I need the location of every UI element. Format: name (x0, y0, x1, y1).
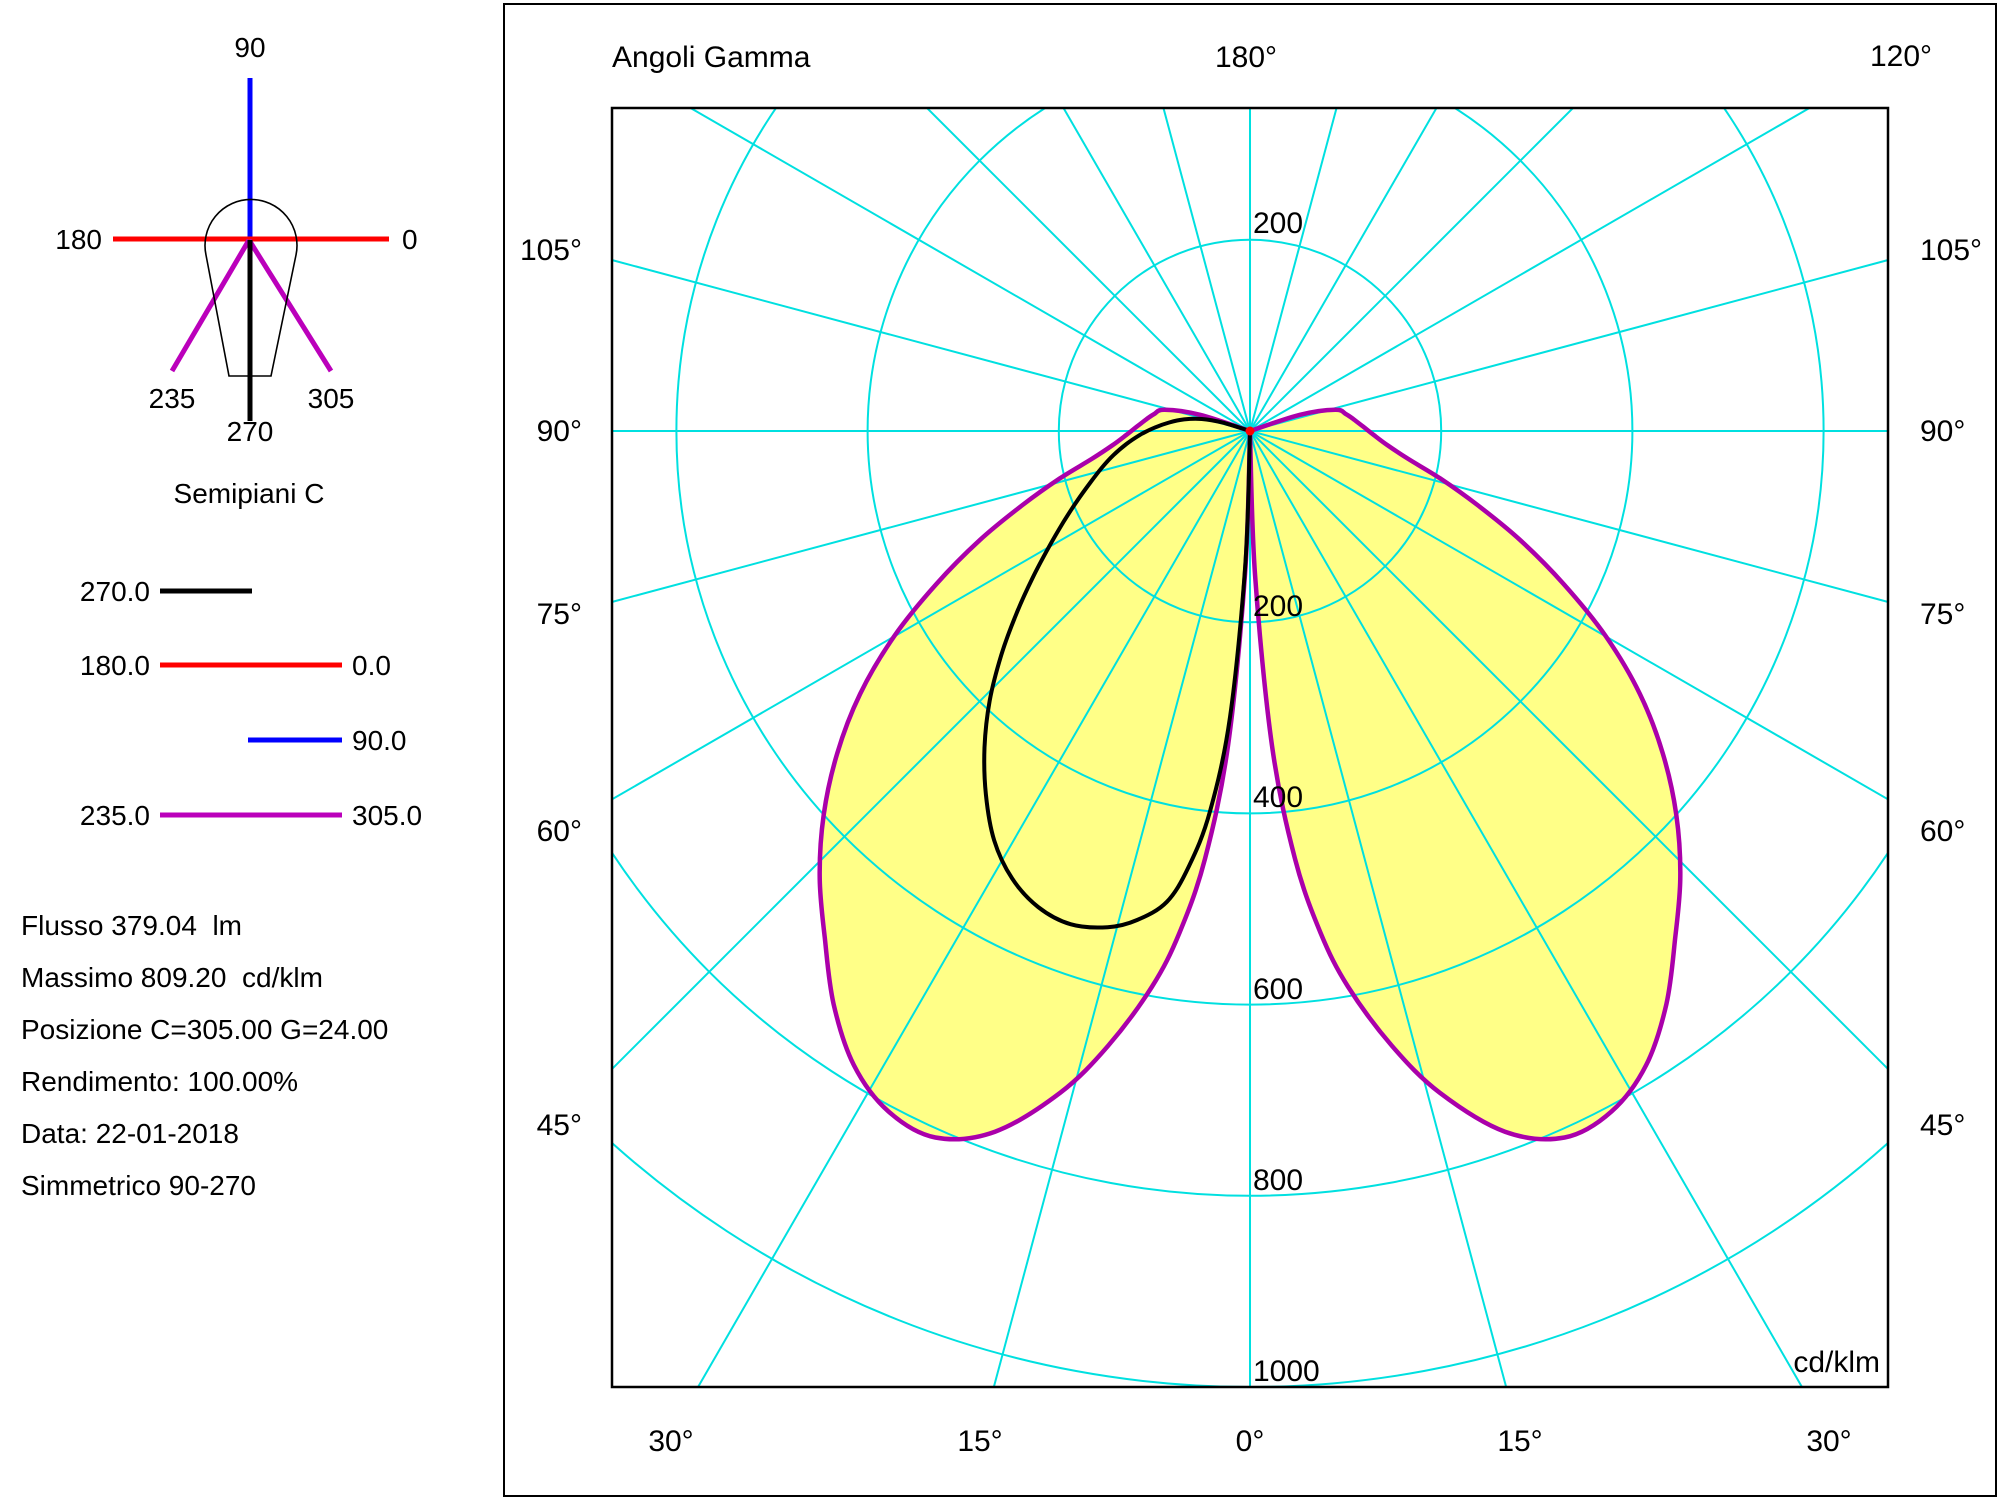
lobe-fill-right (1250, 409, 1681, 1140)
semipiani-diagram: 90 180 0 235 305 270 Semipiani C (55, 32, 417, 509)
lamp-bulb-icon (204, 198, 298, 377)
gamma-radial-line-45 (1249, 430, 1887, 1070)
axis-label-235: 235 (149, 383, 196, 414)
axis-label-0: 0 (402, 224, 418, 255)
gamma-radial-line-300 (613, 430, 1251, 800)
gamma-radial-line-60 (1249, 430, 1887, 800)
gamma-tick-right-75: 75° (1920, 598, 1965, 631)
info-simmetrico: Simmetrico 90-270 (21, 1170, 256, 1201)
gamma-radial-line-30 (1249, 430, 1803, 1386)
gamma-radial-line-285 (613, 430, 1251, 603)
gamma-tick-left-90: 90° (537, 415, 582, 448)
gamma-tick-bottom-15R: 15° (1497, 1425, 1542, 1458)
ring-label-600: 600 (1253, 973, 1303, 1006)
gamma-tick-left-75: 75° (537, 598, 582, 631)
plane-legend: 270.0 180.0 0.0 90.0 235.0 305.0 (80, 576, 422, 831)
gamma-radial-line-330 (697, 430, 1251, 1386)
curve-c305 (1247, 407, 1683, 1142)
gamma-radial-line-240 (690, 109, 1251, 432)
axis-label-180: 180 (55, 224, 102, 255)
gamma-radial-line-150 (1249, 109, 1438, 432)
info-posizione: Posizione C=305.00 G=24.00 (21, 1014, 388, 1045)
ring-label-800: 800 (1253, 1164, 1303, 1197)
gamma-tick-left-60: 60° (537, 815, 582, 848)
gamma-tick-right-45: 45° (1920, 1109, 1965, 1142)
gamma-tick-left-105: 105° (520, 234, 582, 267)
axis-label-90: 90 (234, 32, 265, 63)
gamma-tick-bottom-30L: 30° (648, 1425, 693, 1458)
lobe-fill-left (819, 409, 1250, 1140)
gamma-radial-line-75 (1249, 430, 1887, 603)
info-data: Data: 22-01-2018 (21, 1118, 239, 1149)
curve-c235 (817, 407, 1253, 1142)
c235-axis-line (169, 238, 252, 373)
gamma-radial-line-315 (613, 430, 1251, 1070)
gamma-tick-right-105: 105° (1920, 234, 1982, 267)
c305-axis-line (246, 238, 334, 373)
diagram-caption: Semipiani C (174, 478, 325, 509)
info-flusso: Flusso 379.04 lm (21, 910, 242, 941)
gamma-radial-line-135 (1249, 109, 1574, 432)
gamma-tick-top-120: 120° (1870, 40, 1932, 73)
gamma-tick-bottom-15L: 15° (957, 1425, 1002, 1458)
ring-label-1000: 1000 (1253, 1355, 1320, 1388)
legend-label: 305.0 (352, 800, 422, 831)
gamma-tick-top-180: 180° (1215, 41, 1277, 74)
photometric-info-block: Flusso 379.04 lm Massimo 809.20 cd/klm P… (21, 910, 388, 1201)
ring-label-200-upper: 200 (1253, 207, 1303, 240)
legend-label: 235.0 (80, 800, 150, 831)
chart-title: Angoli Gamma (612, 41, 811, 74)
gamma-radial-line-255 (613, 259, 1251, 432)
gamma-radial-line-15 (1249, 430, 1507, 1386)
axis-label-270: 270 (227, 416, 274, 447)
gamma-radial-line-120 (1249, 109, 1810, 432)
info-rendimento: Rendimento: 100.00% (21, 1066, 298, 1097)
axis-label-305: 305 (308, 383, 355, 414)
curve-c270 (982, 416, 1252, 930)
gamma-tick-right-60: 60° (1920, 815, 1965, 848)
panel-border (503, 3, 1997, 1497)
legend-label: 180.0 (80, 650, 150, 681)
legend-label: 0.0 (352, 650, 391, 681)
gamma-tick-left-45: 45° (537, 1109, 582, 1142)
unit-label: cd/klm (1793, 1346, 1880, 1379)
gamma-radial-line-225 (926, 109, 1251, 432)
gamma-radial-line-165 (1249, 109, 1338, 432)
gamma-tick-bottom-30R: 30° (1806, 1425, 1851, 1458)
gamma-radial-line-105 (1249, 259, 1887, 432)
legend-label: 90.0 (352, 725, 407, 756)
info-massimo: Massimo 809.20 cd/klm (21, 962, 323, 993)
ring-label-400: 400 (1253, 781, 1303, 814)
gamma-tick-right-90: 90° (1920, 415, 1965, 448)
gamma-radial-line-195 (1162, 109, 1251, 432)
gamma-radial-line-345 (993, 430, 1251, 1386)
ring-label-200: 200 (1253, 590, 1303, 623)
gamma-tick-bottom-0: 0° (1236, 1425, 1265, 1458)
gamma-radial-line-210 (1062, 109, 1251, 432)
polar-origin-dot (1245, 426, 1255, 436)
plot-border (610, 106, 1890, 1389)
legend-label: 270.0 (80, 576, 150, 607)
